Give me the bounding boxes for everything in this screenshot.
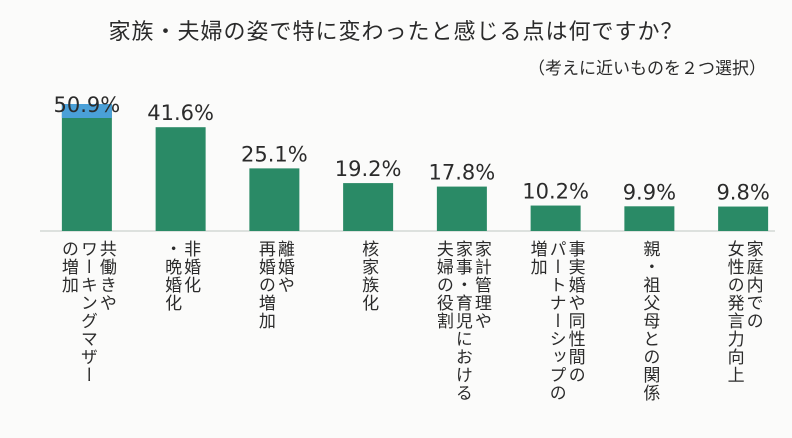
chart-title: 家族・夫婦の姿で特に変わったと感じる点は何ですか？ xyxy=(108,20,684,45)
value-label-5: 10.2% xyxy=(522,180,589,204)
category-label-4-2: 夫婦の役割 xyxy=(433,240,454,330)
category-label-5-2: 増加 xyxy=(527,240,548,276)
category-label-6-0: 親・祖父母との関係 xyxy=(639,240,660,402)
bar-2 xyxy=(249,168,300,231)
category-label-0-0: 共働きや xyxy=(96,240,117,312)
value-label-7: 9.8% xyxy=(716,181,769,205)
category-label-7-0: 家庭内での xyxy=(743,240,764,330)
bar-highlight-cap xyxy=(61,104,112,118)
category-label-3-0: 核家族化 xyxy=(358,240,379,312)
category-label-1-0: 非婚化 xyxy=(180,240,201,294)
value-label-1: 41.6% xyxy=(147,101,214,125)
bar-7 xyxy=(718,206,769,231)
category-label-1-1: ・晩婚化 xyxy=(161,240,182,312)
category-label-4-0: 家計管理や xyxy=(471,240,492,330)
chart-subtitle: （考えに近いものを２つ選択） xyxy=(528,59,766,79)
bar-3 xyxy=(343,183,394,231)
category-label-0-1: ワーキングマザー xyxy=(77,240,97,384)
bars-group xyxy=(61,104,769,231)
value-label-0: 50.9% xyxy=(54,93,121,117)
category-label-4-1: 家事・育児における xyxy=(452,240,473,402)
category-label-2-1: 再婚の増加 xyxy=(255,240,276,330)
category-label-5-1: パートナーシップの xyxy=(546,240,566,402)
value-label-4: 17.8% xyxy=(429,161,496,185)
bar-6 xyxy=(624,206,675,231)
value-label-3: 19.2% xyxy=(335,157,402,181)
bar-4 xyxy=(436,186,487,231)
bar-0 xyxy=(61,104,112,231)
value-labels: 50.9% 41.6% 25.1% 19.2% 17.8% 10.2% 9.9% 9.8% xyxy=(54,93,770,205)
value-label-2: 25.1% xyxy=(241,142,308,166)
bar-1 xyxy=(155,127,206,231)
value-label-6: 9.9% xyxy=(623,180,676,204)
category-label-0-2: の増加 xyxy=(58,240,79,294)
category-label-5-0: 事実婚や同性間の xyxy=(565,240,586,384)
bar-5 xyxy=(530,205,581,231)
category-label-7-1: 女性の発言力向上 xyxy=(724,240,745,384)
category-label-2-0: 離婚や xyxy=(274,240,295,294)
